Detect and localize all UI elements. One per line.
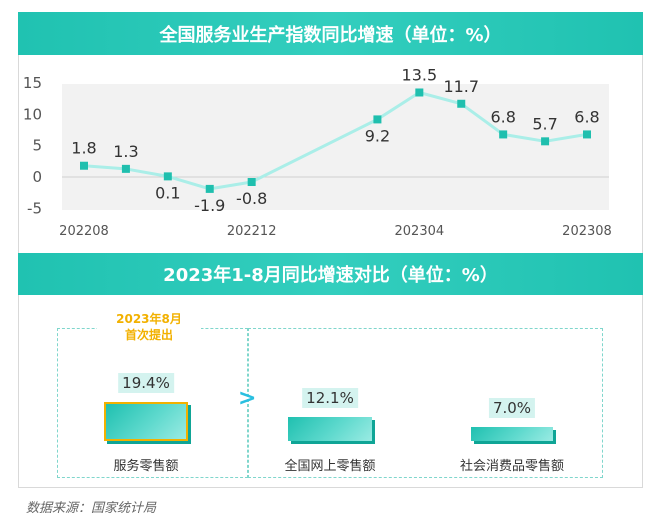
comparison-arrow: > xyxy=(238,386,257,411)
y-tick-label: 5 xyxy=(32,137,42,155)
bar-category-label: 社会消费品零售额 xyxy=(459,459,565,474)
data-point xyxy=(205,184,214,193)
bar-category-label: 服务零售额 xyxy=(113,459,179,474)
bar-chart-title: 2023年1-8月同比增速对比（单位：%） xyxy=(18,253,643,295)
data-label: 1.8 xyxy=(71,139,96,158)
bar xyxy=(288,416,372,441)
launch-note-line-2: 首次提出 xyxy=(124,328,173,342)
data-point xyxy=(121,164,130,173)
data-point xyxy=(583,130,591,139)
data-point xyxy=(415,88,424,97)
data-point xyxy=(373,115,382,124)
data-label: -0.8 xyxy=(236,189,267,208)
data-label: 6.8 xyxy=(490,107,515,126)
bar-value-label: 7.0% xyxy=(488,398,536,418)
x-tick-label: 202304 xyxy=(395,224,445,239)
bar-value-label: 19.4% xyxy=(118,373,174,394)
data-label: 5.7 xyxy=(532,114,557,133)
y-tick-label: 15 xyxy=(23,74,42,92)
data-label: 13.5 xyxy=(402,65,438,84)
y-tick-label: 10 xyxy=(23,105,42,123)
y-tick-label: 0 xyxy=(32,168,42,186)
data-point xyxy=(163,172,172,181)
data-point xyxy=(457,99,466,108)
line-chart-title: 全国服务业生产指数同比增速（单位：%） xyxy=(18,12,643,55)
data-label: -1.9 xyxy=(194,196,225,215)
launch-note: 2023年8月 首次提出 xyxy=(97,311,201,343)
data-point xyxy=(541,137,550,146)
bar-category-label: 全国网上零售额 xyxy=(284,459,376,474)
comparison-group-box xyxy=(248,328,603,478)
bar-value-label: 12.1% xyxy=(302,387,358,408)
x-tick-label: 202308 xyxy=(562,224,612,239)
y-tick-label: -5 xyxy=(27,199,42,217)
x-tick-label: 202212 xyxy=(227,224,277,239)
data-point xyxy=(499,130,508,139)
data-label: 11.7 xyxy=(443,77,479,96)
data-point xyxy=(80,161,88,170)
launch-note-line-1: 2023年8月 xyxy=(116,312,182,326)
data-label: 6.8 xyxy=(574,107,599,126)
data-label: 0.1 xyxy=(155,183,180,202)
x-tick-label: 202208 xyxy=(59,224,109,239)
data-point xyxy=(247,178,256,187)
bar xyxy=(471,427,553,441)
data-source: 数据来源：国家统计局 xyxy=(26,501,157,516)
line-chart: 15 10 5 0 -5 202208 202212 202304 202308 1.8 1.3 0.… xyxy=(23,65,612,239)
bar xyxy=(104,402,188,441)
data-label: 9.2 xyxy=(365,126,390,145)
line-chart-plot-area xyxy=(62,84,609,210)
data-label: 1.3 xyxy=(113,142,138,161)
